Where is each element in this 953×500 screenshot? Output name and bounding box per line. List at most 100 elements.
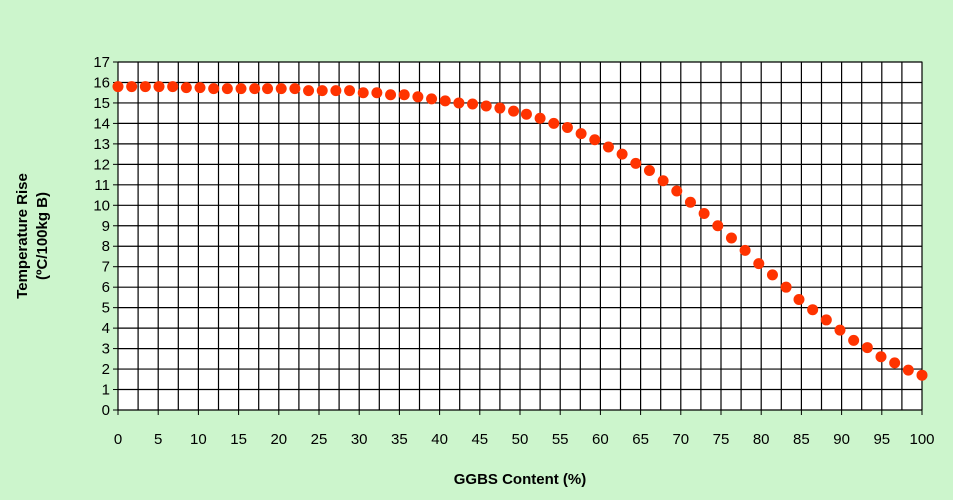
- data-point: [657, 175, 669, 187]
- data-point: [739, 244, 751, 256]
- data-point: [467, 98, 479, 110]
- data-point: [357, 87, 369, 99]
- data-point: [126, 81, 138, 93]
- data-point: [589, 134, 601, 146]
- x-tick-label: 85: [793, 431, 810, 448]
- x-tick-label: 10: [190, 431, 207, 448]
- x-tick-label: 50: [512, 431, 529, 448]
- x-tick-label: 55: [552, 431, 569, 448]
- x-tick-label: 100: [909, 431, 934, 448]
- x-tick-label: 95: [873, 431, 890, 448]
- x-tick-label: 60: [592, 431, 609, 448]
- y-tick-label: 11: [94, 177, 110, 194]
- data-point: [780, 281, 792, 293]
- y-tick-label: 9: [102, 218, 110, 235]
- data-point: [698, 207, 710, 219]
- data-point: [602, 141, 614, 153]
- data-point: [494, 102, 506, 114]
- y-axis-title: Temperature Rise (ºC/100kg B): [14, 173, 51, 299]
- data-point: [194, 82, 206, 94]
- data-point: [643, 164, 655, 176]
- data-point: [153, 81, 165, 93]
- y-tick-label: 12: [93, 156, 110, 173]
- x-axis-ticks: 0 5 10 15 20 25 30 35 40 45 50 55 60 65 70 75 80 85 90 95 10…: [114, 410, 935, 448]
- y-tick-label: 15: [93, 95, 110, 112]
- data-series: [112, 81, 928, 381]
- x-tick-label: 65: [632, 431, 649, 448]
- data-point: [902, 364, 914, 376]
- data-point: [561, 122, 573, 134]
- data-point: [712, 220, 724, 232]
- data-point: [480, 100, 492, 112]
- data-point: [385, 89, 397, 101]
- data-point: [167, 81, 179, 93]
- data-point: [793, 293, 805, 305]
- data-point: [861, 342, 873, 354]
- data-point: [439, 95, 451, 107]
- x-tick-label: 15: [230, 431, 247, 448]
- data-point: [834, 324, 846, 336]
- gridlines: [117, 61, 923, 411]
- x-tick-label: 30: [351, 431, 368, 448]
- y-tick-label: 10: [93, 197, 110, 214]
- data-point: [671, 185, 683, 197]
- x-tick-label: 20: [270, 431, 287, 448]
- y-tick-label: 13: [93, 136, 110, 153]
- data-point: [875, 351, 887, 363]
- data-point: [453, 97, 465, 109]
- y-tick-label: 4: [102, 320, 110, 337]
- data-point: [344, 85, 356, 97]
- data-point: [139, 81, 151, 93]
- data-point: [916, 369, 928, 381]
- x-tick-label: 40: [431, 431, 448, 448]
- data-point: [508, 105, 520, 117]
- y-tick-label: 3: [102, 341, 110, 358]
- data-point: [753, 258, 765, 270]
- x-tick-label: 90: [833, 431, 850, 448]
- y-tick-label: 1: [102, 382, 110, 399]
- data-point: [221, 83, 233, 95]
- y-axis-title-line2: (ºC/100kg B): [34, 192, 51, 280]
- data-point: [766, 269, 778, 281]
- data-point: [548, 117, 560, 129]
- data-point: [398, 89, 410, 101]
- y-axis-title-line1: Temperature Rise: [14, 173, 31, 299]
- data-point: [249, 83, 261, 95]
- data-point: [330, 85, 342, 97]
- data-point: [575, 128, 587, 140]
- y-tick-label: 8: [102, 238, 110, 255]
- data-point: [112, 81, 124, 93]
- data-point: [412, 91, 424, 103]
- data-point: [289, 83, 301, 95]
- x-tick-label: 35: [391, 431, 408, 448]
- data-point: [235, 83, 247, 95]
- data-point: [848, 334, 860, 346]
- y-tick-label: 16: [93, 74, 110, 91]
- data-point: [684, 196, 696, 208]
- data-point: [520, 108, 532, 120]
- data-point: [275, 83, 287, 95]
- data-point: [630, 157, 642, 169]
- data-point: [807, 304, 819, 316]
- x-axis-title: GGBS Content (%): [454, 471, 587, 488]
- y-tick-label: 17: [93, 54, 110, 71]
- data-point: [262, 83, 274, 95]
- data-point: [208, 83, 220, 95]
- y-tick-label: 2: [102, 361, 110, 378]
- data-point: [316, 85, 328, 97]
- data-point: [889, 357, 901, 369]
- data-point: [534, 112, 546, 124]
- data-point: [180, 82, 192, 94]
- x-tick-label: 70: [672, 431, 689, 448]
- x-tick-label: 80: [753, 431, 770, 448]
- data-point: [725, 232, 737, 244]
- data-point: [616, 148, 628, 160]
- y-tick-label: 6: [102, 279, 110, 296]
- data-point: [426, 93, 438, 105]
- y-tick-label: 14: [93, 115, 110, 132]
- x-tick-label: 75: [713, 431, 730, 448]
- x-tick-label: 45: [471, 431, 488, 448]
- y-tick-label: 0: [102, 402, 110, 419]
